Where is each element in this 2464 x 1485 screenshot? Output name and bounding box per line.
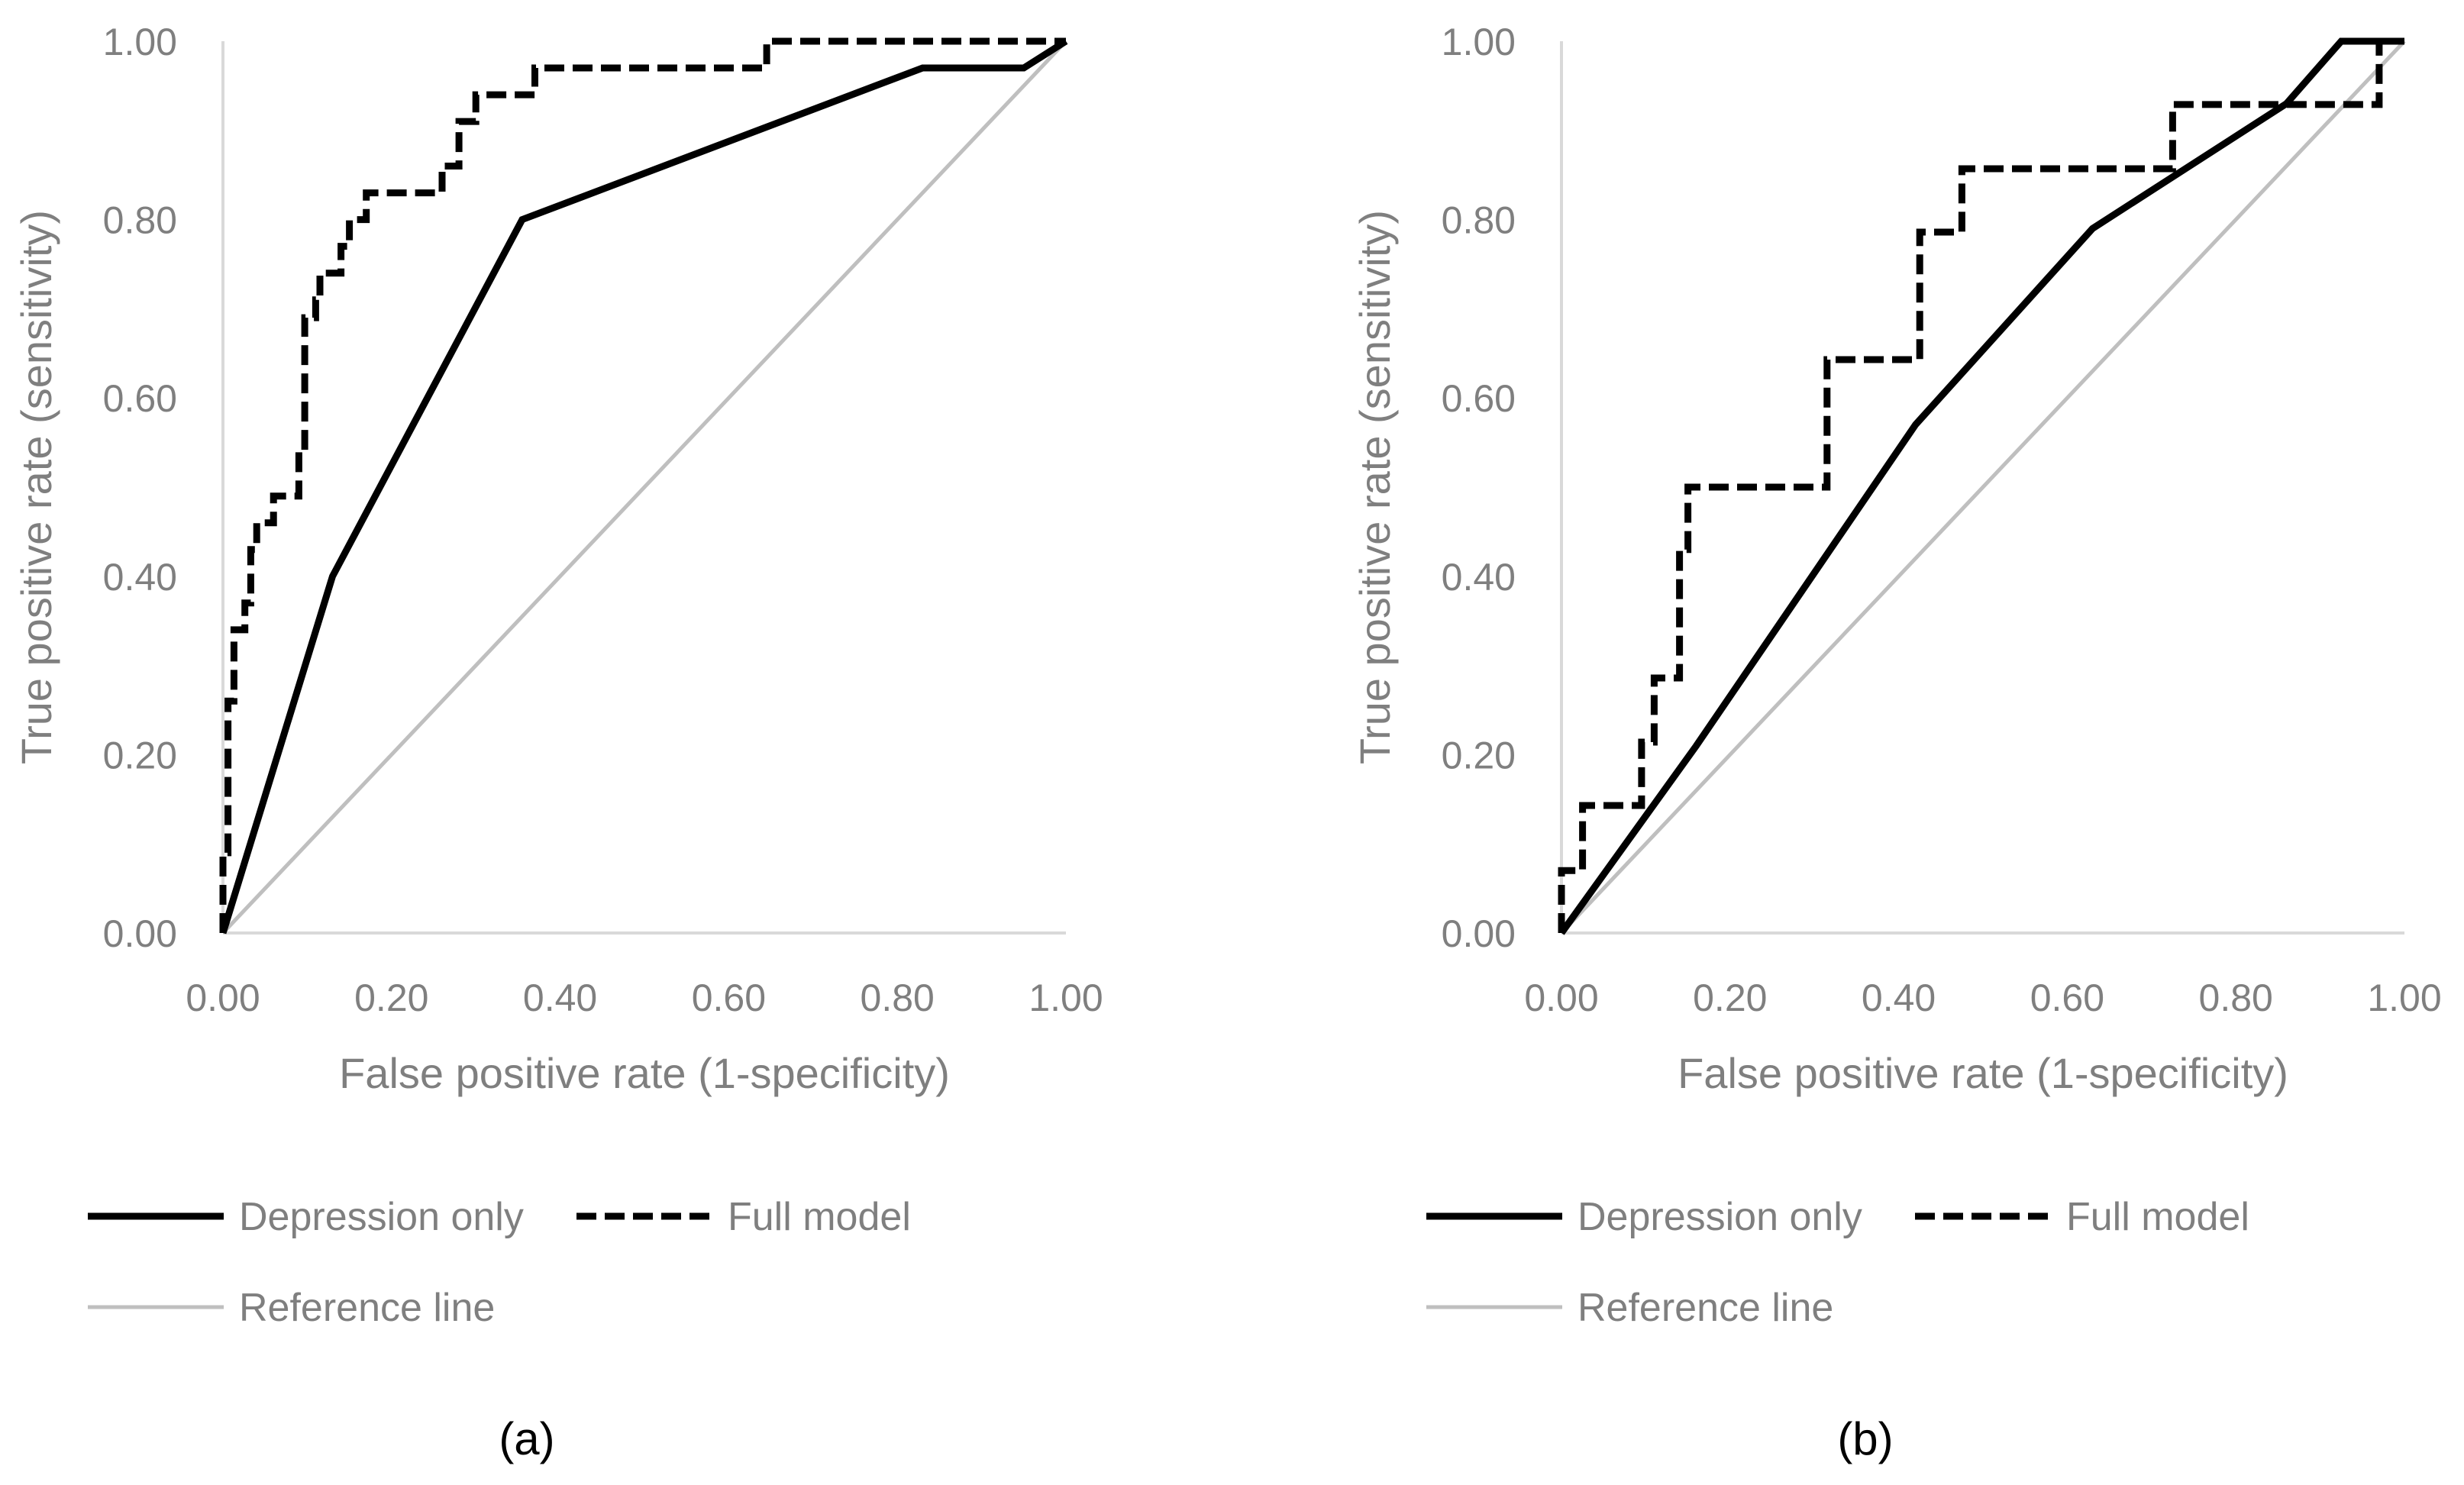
y-tick-label: 0.60 [1442, 377, 1516, 420]
legend-label-reference-line: Reference line [239, 1286, 495, 1330]
series-line-reference-line [1560, 40, 2406, 935]
y-axis-title: True positive rate (sensitivity) [12, 210, 60, 764]
x-tick-label: 0.60 [692, 977, 766, 1019]
legend-label-full-model: Full model [728, 1195, 911, 1239]
x-tick-label: 0.00 [186, 977, 260, 1019]
panel-label: (b) [1837, 1413, 1893, 1464]
legend-label-reference-line: Reference line [1578, 1286, 1833, 1330]
x-tick-label: 1.00 [2367, 977, 2441, 1019]
roc-panel-a: 0.00 0.20 0.40 0.60 0.80 1.00 0.00 0.20 0.40 0.60… [12, 21, 1103, 1464]
series-line-depression-only [1558, 37, 2404, 935]
x-tick-label: 1.00 [1029, 977, 1103, 1019]
y-tick-label: 1.00 [1442, 21, 1516, 63]
panel-label: (a) [499, 1413, 554, 1464]
series-line-depression-only [219, 38, 1068, 935]
x-tick-label: 0.00 [1524, 977, 1598, 1019]
x-tick-label: 0.60 [2030, 977, 2104, 1019]
x-tick-label: 0.20 [1693, 977, 1767, 1019]
y-tick-label: 0.60 [103, 377, 177, 420]
legend-label-depression-only: Depression only [1578, 1195, 1862, 1239]
y-tick-label: 0.80 [1442, 199, 1516, 242]
legend-label-full-model: Full model [2066, 1195, 2249, 1239]
x-tick-label: 0.40 [1862, 977, 1936, 1019]
y-tick-label: 0.20 [1442, 734, 1516, 776]
y-tick-label: 0.40 [103, 556, 177, 599]
x-tick-label: 0.80 [2199, 977, 2273, 1019]
y-tick-label: 0.20 [103, 734, 177, 776]
y-tick-label: 0.00 [103, 912, 177, 955]
x-tick-label: 0.40 [523, 977, 597, 1019]
y-tick-label: 0.80 [103, 199, 177, 242]
y-tick-label: 0.00 [1442, 912, 1516, 955]
x-tick-label: 0.80 [861, 977, 935, 1019]
y-axis-title: True positive rate (sensitivity) [1351, 210, 1399, 764]
series-line-reference-line [221, 40, 1067, 935]
legend-label-depression-only: Depression only [239, 1195, 524, 1239]
y-tick-label: 1.00 [103, 21, 177, 63]
x-tick-label: 0.20 [354, 977, 428, 1019]
y-tick-label: 0.40 [1442, 556, 1516, 599]
x-axis-title: False positive rate (1-specificity) [339, 1049, 950, 1097]
x-axis-title: False positive rate (1-specificity) [1678, 1049, 2288, 1097]
series-line-full-model [1558, 37, 2404, 933]
series-line-full-model [219, 37, 1066, 933]
roc-panel-b: 0.00 0.20 0.40 0.60 0.80 1.00 0.00 0.20 0.40 0.60… [1351, 21, 2442, 1464]
